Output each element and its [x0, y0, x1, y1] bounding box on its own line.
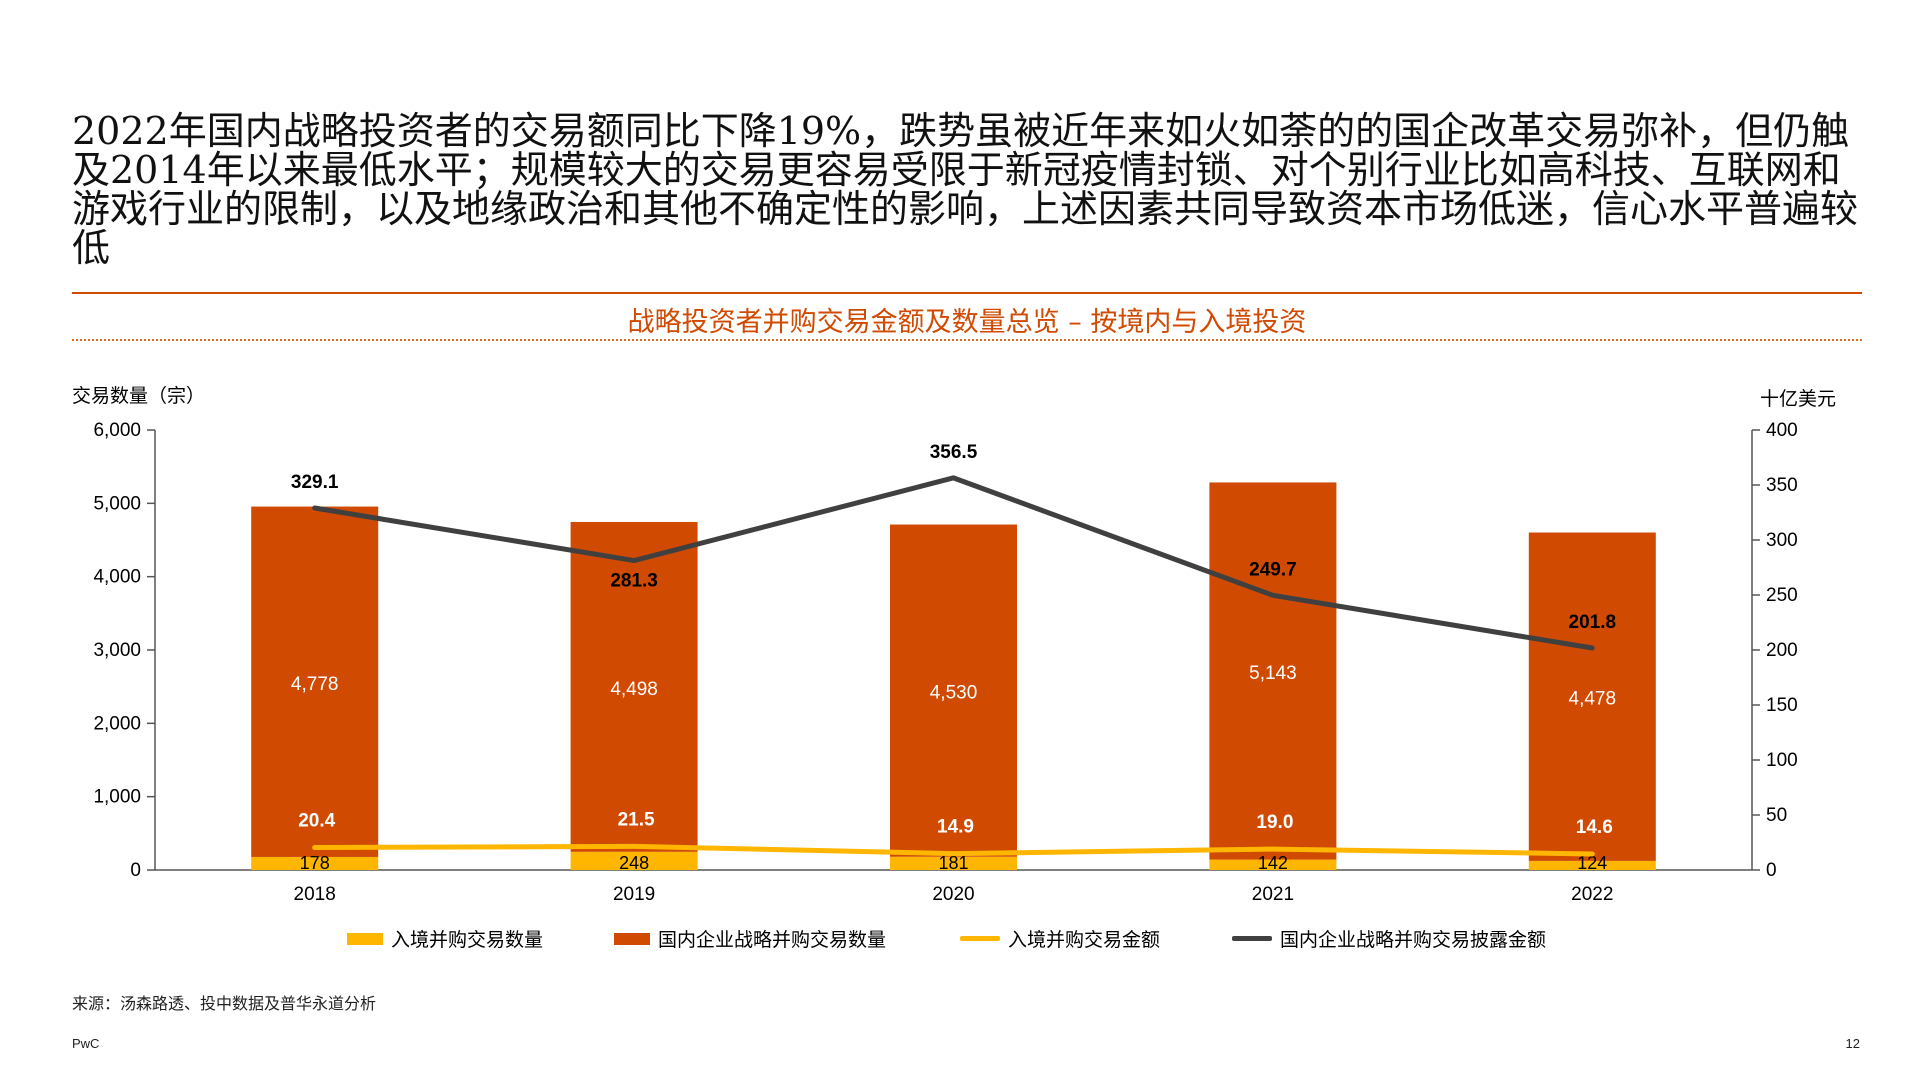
chart: 0 1,000 2,000 3,000 4,000 5,000 6,000 0 50 100 150… [93, 420, 1798, 905]
left-tick-label: 1,000 [93, 787, 141, 808]
x-tick-label: 2022 [1571, 884, 1613, 905]
bar-label-domestic-count: 4,530 [930, 683, 978, 704]
right-tick-label: 300 [1766, 530, 1798, 551]
left-tick-label: 5,000 [93, 493, 141, 514]
left-tick-label: 3,000 [93, 640, 141, 661]
bar-label-inbound-count: 181 [938, 853, 968, 873]
chart-title: 战略投资者并购交易金额及数量总览 – 按境内与入境投资 [627, 307, 1307, 338]
legend-swatch [960, 936, 1000, 941]
line-label-domestic-value: 329.1 [291, 472, 339, 493]
x-tick-label: 2021 [1252, 884, 1294, 905]
title-divider [72, 292, 1862, 294]
bar-domestic-count [890, 524, 1017, 857]
bar-domestic-count [1528, 532, 1656, 861]
headline: 2022年国内战略投资者的交易额同比下降19%，跌势虽被近年来如火如荼的的国企改… [72, 109, 1859, 270]
right-tick-label: 350 [1766, 475, 1798, 496]
bar-inbound-count [890, 856, 1017, 870]
left-tick-label: 0 [130, 860, 141, 881]
bar-inbound-count [251, 856, 379, 870]
right-tick-label: 200 [1766, 640, 1798, 661]
bar-domestic-count [570, 521, 698, 852]
footer-brand: PwC [72, 1036, 100, 1051]
right-tick-label: 400 [1766, 420, 1798, 441]
line-label-inbound-value: 20.4 [298, 811, 335, 832]
legend-item-domestic-count: 国内企业战略并购交易数量 [614, 925, 886, 952]
bar-inbound-count [1528, 860, 1656, 870]
line-inbound-value [312, 843, 1595, 857]
chart-title-divider [72, 339, 1862, 341]
legend-item-inbound-value: 入境并购交易金额 [960, 925, 1160, 952]
left-tick-label: 4,000 [93, 567, 141, 588]
right-tick-label: 0 [1766, 860, 1777, 881]
line-label-domestic-value: 201.8 [1569, 612, 1617, 633]
legend-label: 入境并购交易金额 [1008, 929, 1161, 951]
legend-item-inbound-count: 入境并购交易数量 [347, 925, 543, 952]
bar-label-inbound-count: 178 [300, 853, 330, 873]
bar-label-domestic-count: 4,778 [291, 674, 339, 695]
legend-label: 入境并购交易数量 [391, 929, 544, 951]
line-label-inbound-value: 19.0 [1256, 812, 1293, 833]
right-tick-label: 250 [1766, 585, 1798, 606]
legend-item-domestic-value: 国内企业战略并购交易披露金额 [1232, 925, 1546, 952]
x-tick-label: 2019 [613, 884, 655, 905]
legend-swatch [614, 932, 650, 945]
bar-label-domestic-count: 4,478 [1569, 689, 1617, 710]
line-label-inbound-value: 14.6 [1576, 817, 1613, 838]
bar-inbound-count [1209, 859, 1337, 870]
legend-label: 国内企业战略并购交易数量 [658, 929, 887, 951]
bar-label-inbound-count: 124 [1577, 853, 1607, 873]
line-domestic-value [312, 475, 1595, 651]
bar-label-domestic-count: 5,143 [1249, 663, 1297, 684]
source-note: 来源：汤森路透、投中数据及普华永道分析 [72, 994, 377, 1013]
x-tick-label: 2018 [294, 884, 336, 905]
line-label-inbound-value: 14.9 [937, 817, 974, 838]
legend: 入境并购交易数量 国内企业战略并购交易数量 入境并购交易金额 国内企业战略并购交… [0, 925, 1920, 955]
right-tick-label: 50 [1766, 805, 1787, 826]
bar-domestic-count [1209, 482, 1337, 860]
bar-domestic-count [251, 506, 379, 857]
line-label-domestic-value: 281.3 [610, 571, 658, 592]
line-label-domestic-value: 356.5 [930, 442, 978, 463]
page-number: 12 [1845, 1036, 1860, 1051]
legend-swatch [1232, 936, 1272, 941]
line-label-inbound-value: 21.5 [618, 809, 655, 830]
right-tick-label: 150 [1766, 695, 1798, 716]
bar-label-inbound-count: 248 [619, 853, 649, 873]
left-tick-label: 2,000 [93, 713, 141, 734]
left-axis-title: 交易数量（宗） [72, 385, 206, 407]
bar-label-domestic-count: 4,498 [610, 679, 658, 700]
right-axis-title: 十亿美元 [1760, 388, 1837, 410]
line-label-domestic-value: 249.7 [1249, 559, 1297, 580]
bar-inbound-count [570, 851, 698, 870]
bar-label-inbound-count: 142 [1258, 853, 1288, 873]
legend-swatch [347, 932, 383, 945]
x-tick-label: 2020 [932, 884, 974, 905]
left-tick-label: 6,000 [93, 420, 141, 441]
legend-label: 国内企业战略并购交易披露金额 [1280, 929, 1547, 951]
right-tick-label: 100 [1766, 750, 1798, 771]
